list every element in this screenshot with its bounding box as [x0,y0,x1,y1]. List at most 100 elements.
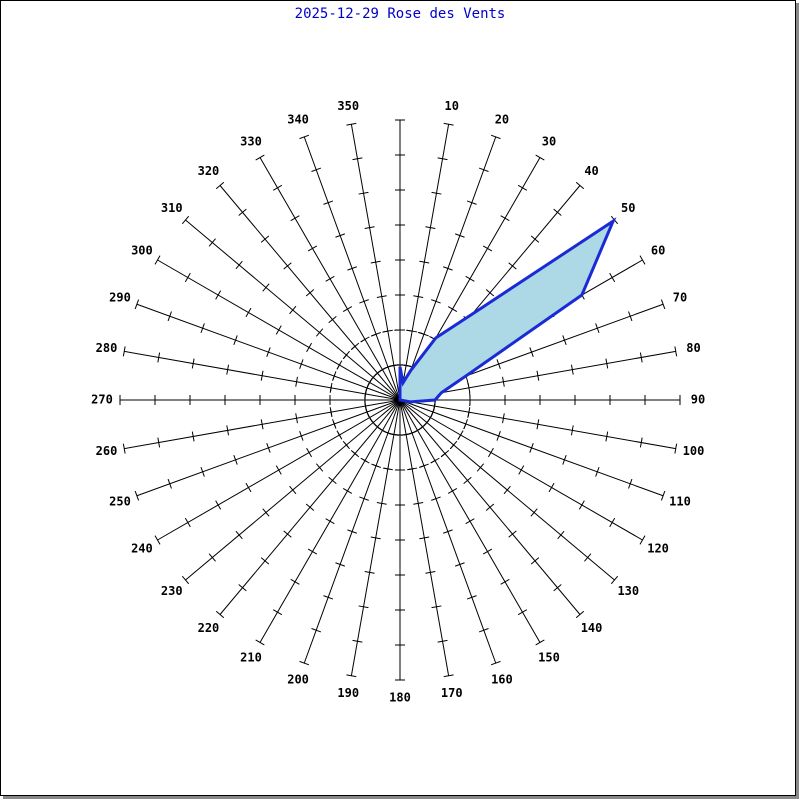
direction-label: 260 [96,444,118,458]
radial-tick [502,376,505,387]
radial-tick [628,478,633,489]
radial-tick [208,238,216,247]
direction-label: 110 [669,494,691,508]
radial-tick [191,431,195,442]
radial-tick [347,529,357,534]
radial-tick [226,425,230,436]
radial-tick [440,450,450,458]
direction-label: 320 [198,164,220,178]
radial-tick [425,226,436,230]
radial-tick [376,295,387,298]
radial-tick [260,557,270,565]
radial-tick [660,299,666,310]
radial-tick [215,290,222,300]
radial-tick [518,465,525,475]
radial-tick [482,245,493,252]
radial-tick [208,553,216,562]
radial-tick [490,134,501,140]
radial-tick [478,167,489,172]
direction-label: 100 [683,444,705,458]
radial-tick [122,346,126,357]
radial-tick [364,226,375,230]
radial-tick [674,346,678,357]
direction-label: 290 [109,291,131,305]
radial-tick [328,476,337,485]
radial-tick [329,382,333,393]
radial-tick [500,578,510,585]
radial-tick [315,328,324,337]
radial-tick [323,200,334,205]
radial-tick [306,342,313,353]
radial-tick [443,674,454,678]
radial-tick [245,482,252,493]
radial-tick [465,518,475,525]
radial-tick [419,332,429,337]
radial-tick [503,485,511,495]
radial-tick [360,457,370,464]
radial-tick [562,454,567,465]
radial-tick [639,255,646,265]
radial-tick [342,440,350,450]
radial-tick [487,447,494,458]
radial-tick [359,299,369,304]
radial-tick [358,605,369,609]
radial-tick [443,122,454,126]
radial-tick [157,437,161,448]
radial-tick [275,325,282,335]
radial-tick [289,305,297,315]
radial-tick [529,347,534,357]
direction-label: 300 [131,244,153,258]
radial-tick [595,323,600,334]
radial-tick [260,235,270,243]
radial-tick [570,364,574,375]
radial-tick [413,502,424,505]
direction-label: 230 [161,584,183,598]
radial-tick [266,443,271,453]
radial-tick [184,517,191,528]
radial-tick [235,260,243,270]
direction-label: 270 [91,393,113,407]
radial-tick [325,275,335,282]
radial-tick [496,431,501,441]
direction-label: 220 [198,621,220,635]
direction-label: 210 [240,651,262,665]
radial-tick [437,157,448,161]
radial-tick [430,457,440,464]
radial-tick [371,463,381,468]
radial-tick [463,419,468,429]
radial-tick [502,413,505,424]
radial-tick [245,307,252,318]
radial-tick [299,134,310,140]
radial-tick [154,535,161,545]
direction-label: 170 [441,686,463,700]
radial-tick [358,191,369,195]
radial-tick [450,440,458,450]
radial-tick [419,463,429,468]
radial-tick [255,639,265,646]
radial-tick [575,181,585,190]
radial-tick [352,639,363,643]
radial-tick [342,306,353,313]
direction-label: 280 [96,341,118,355]
radial-tick [181,575,190,585]
radial-tick [306,447,313,458]
radial-tick [465,275,475,282]
radial-tick [342,350,350,360]
radial-tick [371,332,381,337]
radial-tick [605,431,609,442]
radial-tick [167,311,172,322]
radial-tick [490,660,501,666]
radial-tick [457,430,464,440]
radial-tick [605,358,609,369]
radial-tick [352,157,363,161]
radial-tick [299,359,304,369]
radial-tick [238,208,247,216]
radial-tick [639,535,646,545]
direction-label: 250 [109,494,131,508]
radial-tick [364,570,375,574]
radial-tick [305,503,315,511]
radial-tick [311,628,322,633]
radial-tick [530,235,540,243]
radial-tick [305,289,315,297]
radial-tick [530,557,540,565]
